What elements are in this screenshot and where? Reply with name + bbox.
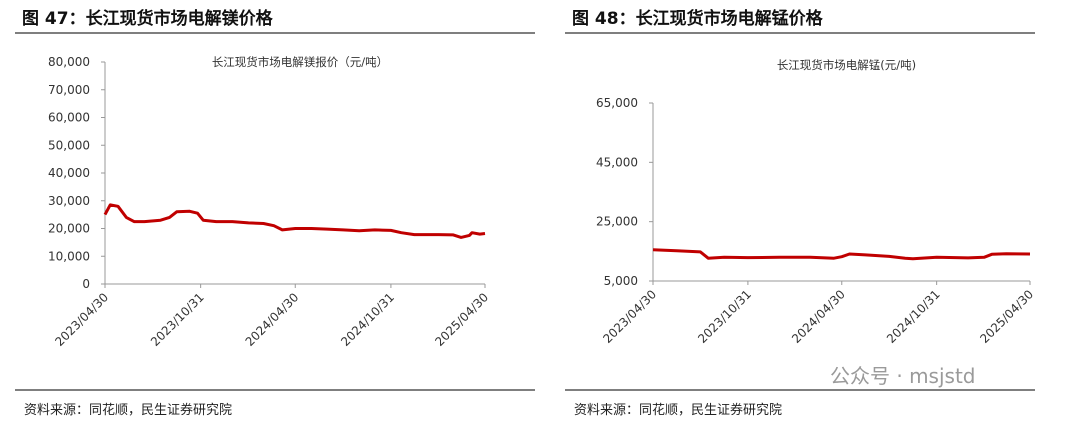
source: 资料来源：同花顺，民生证券研究院 bbox=[574, 402, 782, 418]
y-tick-label: 80,000 bbox=[48, 55, 90, 69]
x-tick-label: 2023/10/31 bbox=[695, 287, 754, 346]
y-tick-label: 45,000 bbox=[596, 155, 638, 169]
price-line bbox=[103, 203, 486, 239]
figure-title: 图 48：长江现货市场电解锰价格 bbox=[572, 8, 824, 29]
y-tick-label: 30,000 bbox=[48, 194, 90, 208]
x-tick-label: 2024/10/31 bbox=[338, 290, 397, 349]
x-tick-label: 2024/04/30 bbox=[789, 287, 848, 346]
chart-subtitle: 长江现货市场电解镁报价（元/吨） bbox=[212, 55, 388, 69]
figure-title: 图 47：长江现货市场电解镁价格 bbox=[22, 8, 274, 29]
x-tick-label: 2023/04/30 bbox=[600, 287, 659, 346]
chart-subtitle: 长江现货市场电解锰(元/吨) bbox=[777, 58, 916, 72]
y-tick-label: 0 bbox=[82, 277, 90, 291]
y-tick-label: 50,000 bbox=[48, 138, 90, 152]
y-tick-label: 5,000 bbox=[604, 274, 638, 288]
y-tick-label: 40,000 bbox=[48, 166, 90, 180]
source: 资料来源：同花顺，民生证券研究院 bbox=[24, 402, 232, 418]
y-tick-label: 10,000 bbox=[48, 249, 90, 263]
y-tick-label: 70,000 bbox=[48, 83, 90, 97]
y-tick-label: 65,000 bbox=[596, 96, 638, 110]
y-tick-label: 20,000 bbox=[48, 222, 90, 236]
watermark: 公众号 · msjstd bbox=[830, 364, 976, 388]
y-tick-label: 25,000 bbox=[596, 215, 638, 229]
x-tick-label: 2025/04/30 bbox=[977, 287, 1036, 346]
x-tick-label: 2023/10/31 bbox=[148, 290, 207, 349]
x-tick-label: 2024/10/31 bbox=[884, 287, 943, 346]
x-tick-label: 2024/04/30 bbox=[243, 290, 302, 349]
x-tick-label: 2023/04/30 bbox=[52, 290, 111, 349]
x-tick-label: 2025/04/30 bbox=[432, 290, 491, 349]
price-line bbox=[652, 248, 1031, 261]
y-tick-label: 60,000 bbox=[48, 111, 90, 125]
